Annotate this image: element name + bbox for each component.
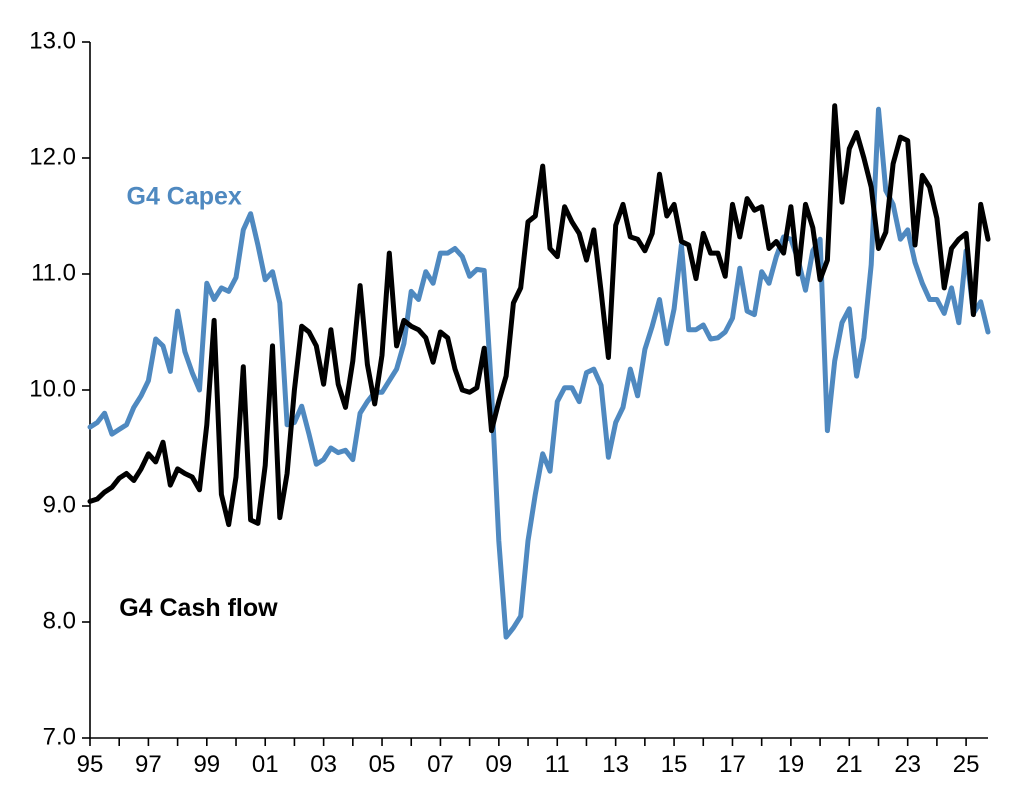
x-tick-label: 19 <box>778 751 805 778</box>
x-tick-label: 07 <box>427 751 454 778</box>
y-tick-label: 11.0 <box>31 259 76 286</box>
series-labels: G4 Capex G4 Cash flow <box>119 182 278 622</box>
axes <box>89 42 988 739</box>
x-tick-label: 05 <box>369 751 396 778</box>
y-tick-label: 9.0 <box>43 491 76 518</box>
x-tick-label: 01 <box>252 751 279 778</box>
series-group <box>87 103 991 640</box>
y-tick-label: 8.0 <box>43 607 76 634</box>
x-tick-label: 95 <box>77 751 104 778</box>
x-tick-label: 25 <box>953 751 980 778</box>
y-tick-label: 13.0 <box>29 27 76 54</box>
y-tick-label: 10.0 <box>29 375 76 402</box>
y-tick-label: 12.0 <box>29 143 76 170</box>
x-tick-label: 03 <box>310 751 337 778</box>
series-label-capex: G4 Capex <box>127 182 242 210</box>
series-line-capex <box>87 106 991 640</box>
series-label-cash-flow: G4 Cash flow <box>119 594 278 622</box>
x-tick-label: 17 <box>719 751 746 778</box>
x-tick-label: 99 <box>193 751 220 778</box>
y-tick-label: 7.0 <box>43 723 76 750</box>
x-tick-label: 97 <box>135 751 162 778</box>
x-tick-label: 11 <box>545 751 570 778</box>
x-tick-label: 21 <box>836 751 863 778</box>
x-tick-label: 23 <box>894 751 921 778</box>
x-tick-label: 15 <box>661 751 688 778</box>
x-axis-ticks: 95 97 99 01 03 05 07 09 11 13 15 17 19 21 23 25 <box>77 738 980 778</box>
series-line-cash-flow <box>87 103 991 528</box>
x-tick-label: 13 <box>602 751 629 778</box>
y-axis-ticks: 7.0 8.0 9.0 10.0 11.0 12.0 13.0 <box>29 27 90 750</box>
x-tick-label: 09 <box>485 751 512 778</box>
